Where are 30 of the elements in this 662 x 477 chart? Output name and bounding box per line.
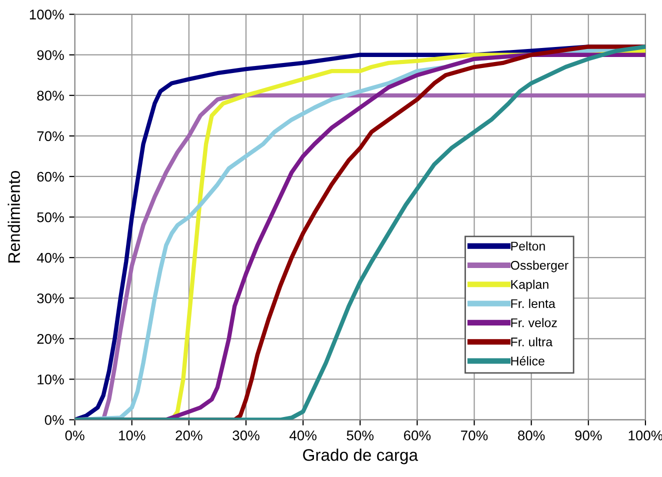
y-tick-label: 100% xyxy=(30,10,64,20)
legend-label: Pelton xyxy=(511,241,545,251)
x-tick-label: 90% xyxy=(575,430,602,440)
x-tick-label: 50% xyxy=(346,430,374,440)
y-axis-title: Rendimiento xyxy=(8,170,20,262)
x-tick-label: 30% xyxy=(232,430,260,440)
x-tick-label: 80% xyxy=(518,430,545,440)
y-tick-label: 40% xyxy=(36,252,64,263)
legend-label: Fr. veloz xyxy=(511,318,557,328)
y-tick-label: 90% xyxy=(37,50,64,60)
y-tick-label: 20% xyxy=(37,334,64,344)
x-tick-label: 10% xyxy=(119,430,146,440)
y-tick-label: 30% xyxy=(37,293,64,304)
x-tick-label: 60% xyxy=(404,430,431,440)
legend-label: Fr. lenta xyxy=(511,298,556,308)
y-tick-label: 70% xyxy=(37,131,64,142)
y-tick-label: 10% xyxy=(38,374,64,384)
x-tick-label: 0% xyxy=(65,430,84,440)
legend-label: Fr. ultra xyxy=(511,337,553,346)
x-tick-label: 70% xyxy=(461,430,488,440)
y-tick-label: 80% xyxy=(37,90,64,101)
y-tick-label: 50% xyxy=(37,212,64,222)
x-tick-label: 40% xyxy=(289,430,316,440)
y-tick-label: 0% xyxy=(44,415,64,425)
x-tick-label: 20% xyxy=(176,430,202,440)
y-tick-label: 60% xyxy=(37,172,64,182)
x-axis-title: Grado de carga xyxy=(303,448,418,464)
legend-label: Kaplan xyxy=(511,280,548,292)
legend-label: Ossberger xyxy=(510,260,568,272)
legend-label: Hélice xyxy=(511,356,544,366)
